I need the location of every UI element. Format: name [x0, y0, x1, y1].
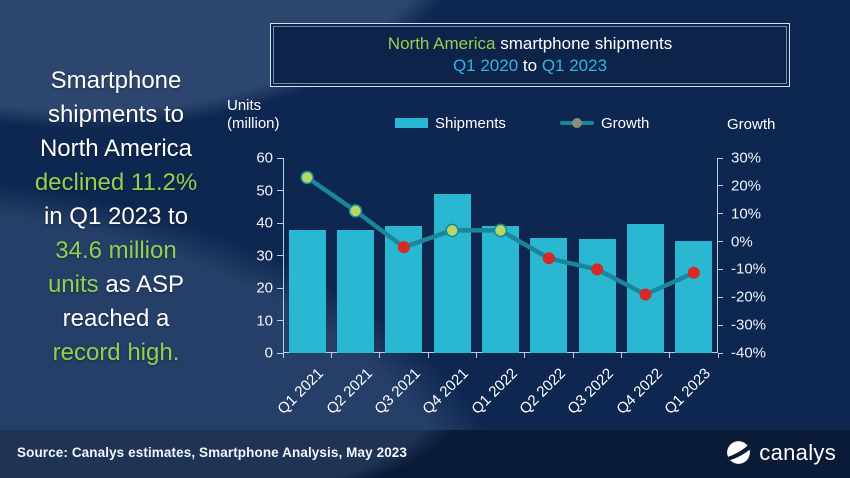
x-axis-label: Q1 2022: [467, 365, 521, 418]
x-tick: [330, 353, 332, 358]
right-tick: [718, 268, 723, 270]
growth-line-marker-icon: [560, 116, 594, 130]
x-axis-label: Q3 2022: [564, 365, 618, 418]
right-tick-label: -30%: [731, 316, 767, 334]
growth-line-chart: [300, 170, 700, 301]
right-tick-label: -40%: [731, 344, 767, 362]
growth-point-Q4-2022: [639, 288, 652, 301]
headline-line: declined 11.2%: [34, 169, 198, 196]
right-tick: [718, 324, 723, 326]
right-tick-label: -20%: [731, 288, 767, 306]
legend-growth: Growth: [560, 114, 650, 132]
right-tick: [718, 296, 723, 298]
chart-plot-area: 60 50 40 30 20 10 0 30% 20% 10% 0% -10% -20% -30% -40%…: [256, 150, 766, 418]
left-tick: [277, 190, 283, 191]
growth-point-Q1-2021: [300, 170, 314, 185]
x-axis-label: Q2 2022: [516, 365, 569, 418]
canalys-logo: canalys: [725, 439, 836, 466]
left-tick: [277, 255, 283, 256]
left-axis-line: [283, 158, 284, 353]
right-tick-label: -10%: [731, 260, 767, 278]
bar-Q1-2021: [288, 229, 326, 353]
legend-shipments: Shipments: [395, 114, 506, 132]
x-tick: [379, 353, 381, 358]
slide-background: Smartphone shipments to North America decli…: [0, 0, 850, 430]
headline-line: in Q1 2023 to: [43, 203, 189, 230]
right-tick: [718, 157, 723, 159]
right-tick-label: 20%: [731, 177, 762, 195]
x-axis-label: Q4 2021: [419, 365, 473, 418]
right-axis-line: [717, 158, 718, 353]
x-axis-label: Q4 2022: [612, 365, 666, 418]
headline-line: shipments to: [47, 101, 185, 128]
bar-Q2-2021: [337, 229, 374, 353]
x-tick: [620, 353, 622, 358]
right-axis-title: Growth: [727, 116, 776, 133]
left-tick: [277, 222, 283, 224]
left-tick: [277, 157, 283, 159]
left-tick-label: 0: [264, 344, 273, 362]
left-tick-label: 20: [256, 279, 273, 297]
x-tick: [475, 353, 477, 358]
x-tick: [669, 353, 671, 358]
x-axis-label: Q1 2021: [274, 365, 328, 418]
headline-line: units as ASP: [47, 271, 185, 298]
right-tick: [718, 185, 723, 187]
left-tick-label: 30: [256, 247, 273, 264]
right-tick: [718, 213, 723, 215]
growth-point-Q1-2022: [493, 223, 508, 238]
x-tick: [427, 353, 429, 358]
growth-point-Q2-2021: [348, 204, 363, 218]
headline-text: Smartphone shipments to North America decli…: [8, 64, 224, 370]
headline-line: record high.: [52, 339, 180, 366]
headline-line: reached a: [62, 305, 170, 332]
left-tick-label: 60: [256, 149, 273, 167]
legend-shipments-label: Shipments: [435, 114, 506, 132]
x-axis-label: Q3 2021: [371, 365, 424, 418]
footer-bar: Source: Canalys estimates, Smartphone An…: [0, 430, 850, 478]
canalys-logo-icon: [726, 441, 753, 464]
x-tick: [524, 353, 526, 358]
legend-growth-label: Growth: [601, 114, 650, 132]
bar-Q1-2022: [482, 226, 519, 353]
chart-title-line2: Q1 2020 to Q1 2023: [452, 56, 608, 75]
bar-Q4-2021: [433, 193, 471, 353]
x-axis-label: Q1 2023: [661, 365, 714, 418]
left-tick-label: 10: [256, 312, 273, 329]
right-tick: [718, 241, 723, 243]
left-tick: [277, 320, 283, 321]
growth-point-Q3-2022: [591, 263, 604, 276]
bar-Q3-2022: [578, 239, 616, 353]
shipments-swatch-icon: [395, 118, 428, 128]
bar-Q1-2023: [675, 240, 713, 353]
right-tick-label: 10%: [731, 205, 762, 223]
x-axis-label: Q2 2021: [322, 365, 376, 418]
growth-point-Q1-2023: [687, 266, 700, 279]
x-tick: [282, 353, 284, 358]
chart-title-line1: North America smartphone shipments: [387, 34, 673, 53]
right-tick: [718, 352, 723, 354]
growth-point-Q4-2021: [445, 223, 459, 238]
left-tick: [277, 287, 283, 289]
x-tick: [572, 353, 574, 358]
left-axis-title: Units (million): [227, 97, 280, 132]
headline-line: North America: [39, 135, 193, 162]
left-tick-label: 50: [256, 182, 273, 199]
headline-line: 34.6 million: [55, 237, 177, 264]
headline-line: Smartphone: [50, 67, 182, 94]
chart-title-box: North America smartphone shipments Q1 20…: [270, 23, 790, 87]
left-tick: [277, 352, 283, 354]
left-tick-label: 40: [256, 214, 273, 232]
right-tick-label: 30%: [731, 149, 762, 167]
growth-point-Q3-2021: [397, 241, 410, 254]
growth-point-Q2-2022: [542, 252, 555, 265]
x-tick: [717, 353, 719, 358]
right-tick-label: 0%: [731, 233, 753, 251]
canalys-logo-text: canalys: [759, 439, 836, 465]
source-note: Source: Canalys estimates, Smartphone An…: [17, 445, 408, 460]
